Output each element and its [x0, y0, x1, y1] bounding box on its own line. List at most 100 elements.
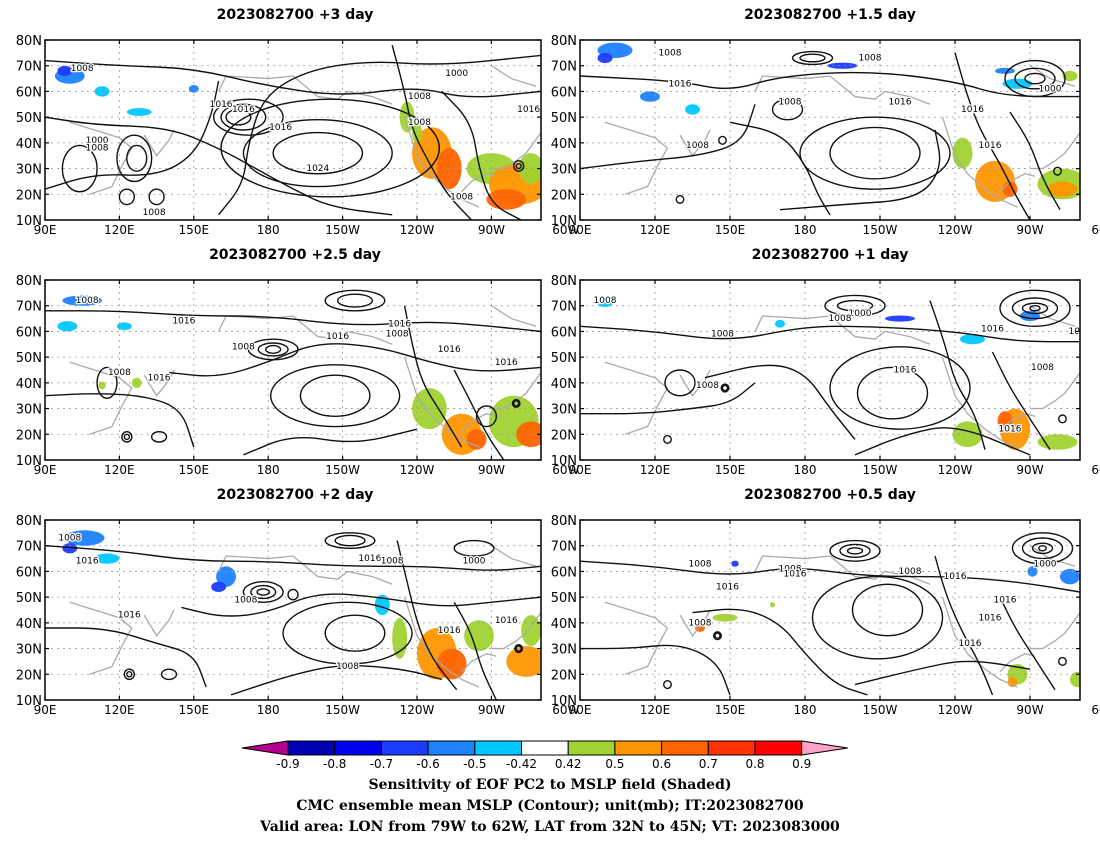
- isobar: [851, 583, 924, 637]
- lat-tick-label: 80N: [16, 34, 42, 49]
- sensitivity-shading: [436, 648, 467, 680]
- isobar: [1058, 414, 1067, 424]
- sensitivity-shading: [94, 86, 110, 97]
- sensitivity-shading: [960, 334, 985, 345]
- isobar: [854, 427, 1031, 456]
- isobar: [247, 338, 299, 361]
- isobar-label: 1008: [779, 564, 802, 574]
- isobar: [121, 431, 133, 443]
- isobar: [475, 405, 498, 428]
- lon-tick-label: 120W: [400, 223, 435, 237]
- isobar: [61, 144, 98, 193]
- coastline: [491, 65, 537, 87]
- sensitivity-shading: [516, 421, 541, 448]
- lat-tick-label: 50N: [16, 591, 42, 606]
- isobar: [999, 289, 1071, 327]
- lon-tick-label: 120W: [400, 463, 435, 477]
- isobar: [839, 543, 871, 558]
- isobar: [799, 53, 826, 63]
- isobar: [242, 119, 393, 188]
- isobar: [1014, 67, 1056, 90]
- lat-tick-label: 40N: [551, 617, 577, 632]
- isobar: [396, 540, 458, 691]
- isobar-label: 1016: [148, 373, 171, 383]
- isobar: [250, 584, 277, 600]
- coastline: [1030, 372, 1080, 410]
- isobar-label: 1008: [829, 314, 852, 324]
- isobar: [580, 104, 756, 170]
- lat-tick-label: 50N: [16, 111, 42, 126]
- isobar: [453, 601, 497, 700]
- map-frame: [579, 279, 1081, 461]
- coastline: [1029, 545, 1076, 567]
- isobar-label: 1000: [1069, 327, 1092, 337]
- lon-tick-label: 90W: [478, 463, 505, 477]
- isobar: [514, 644, 524, 654]
- isobar-label: 1008: [689, 559, 712, 569]
- sensitivity-shading: [597, 299, 613, 307]
- coastline: [604, 601, 669, 675]
- isobar: [220, 98, 441, 198]
- lon-tick-label: 90W: [478, 703, 505, 717]
- isobar-label: 1016: [979, 613, 1002, 623]
- isobar-label: 1008: [108, 368, 131, 378]
- lon-tick-label: 90W: [1016, 223, 1043, 237]
- sensitivity-shading: [997, 411, 1013, 432]
- lat-tick-label: 60N: [551, 325, 577, 340]
- coastline: [143, 609, 175, 637]
- colorbar-swatch: [614, 740, 663, 756]
- isobar-label: 1008: [711, 330, 734, 340]
- isobar: [854, 660, 1031, 686]
- isobar-label: 1016: [269, 123, 292, 133]
- lon-tick-label: 150W: [325, 703, 360, 717]
- panel-title: 2023082700 +2 day: [216, 487, 374, 503]
- isobar: [999, 596, 1056, 691]
- colorbar-label: 0.8: [745, 757, 764, 771]
- lat-tick-label: 10N: [551, 694, 577, 709]
- lon-tick-label: 180: [257, 463, 280, 477]
- lon-tick-label: 60W: [1091, 703, 1100, 717]
- isobar-label: 1016: [889, 97, 912, 107]
- isobar: [116, 134, 153, 183]
- isobar: [96, 366, 118, 399]
- isobar: [721, 384, 729, 392]
- isobar-label: 1008: [336, 662, 359, 672]
- lon-tick-label: 150E: [715, 223, 746, 237]
- isobar-label: 1016: [669, 79, 692, 89]
- caption-line-2: CMC ensemble mean MSLP (Contour); unit(m…: [296, 798, 804, 814]
- isobar-label: 1016: [388, 319, 411, 329]
- isobar: [256, 588, 271, 596]
- lat-tick-label: 60N: [16, 85, 42, 100]
- isobar: [791, 50, 834, 66]
- isobar-label: 1008: [143, 208, 166, 218]
- isobar-label: 1008: [408, 92, 431, 102]
- isobar-label: 1008: [686, 141, 709, 151]
- coastline: [218, 315, 393, 345]
- isobar: [168, 343, 541, 377]
- isobar: [441, 90, 522, 220]
- sensitivity-shading: [64, 530, 105, 546]
- coastline: [143, 129, 175, 157]
- isobar: [836, 299, 874, 312]
- lat-tick-label: 20N: [551, 188, 577, 203]
- isobar: [664, 369, 696, 397]
- isobar: [181, 593, 541, 617]
- isobar: [1024, 72, 1046, 85]
- sensitivity-shading: [1047, 181, 1078, 197]
- colorbar-label: -0.42: [506, 757, 537, 771]
- lat-tick-label: 20N: [551, 428, 577, 443]
- isobar: [324, 532, 376, 549]
- isobar-label: 1016: [495, 358, 518, 368]
- lon-tick-label: 150W: [863, 463, 898, 477]
- isobar: [991, 351, 1051, 451]
- isobar: [704, 364, 856, 440]
- colorbar-swatch: [474, 740, 522, 756]
- coastline: [1030, 132, 1080, 170]
- isobar: [829, 126, 921, 180]
- isobar: [713, 631, 722, 641]
- isobar: [714, 632, 721, 639]
- lat-tick-label: 80N: [16, 514, 42, 529]
- coastline: [679, 609, 711, 637]
